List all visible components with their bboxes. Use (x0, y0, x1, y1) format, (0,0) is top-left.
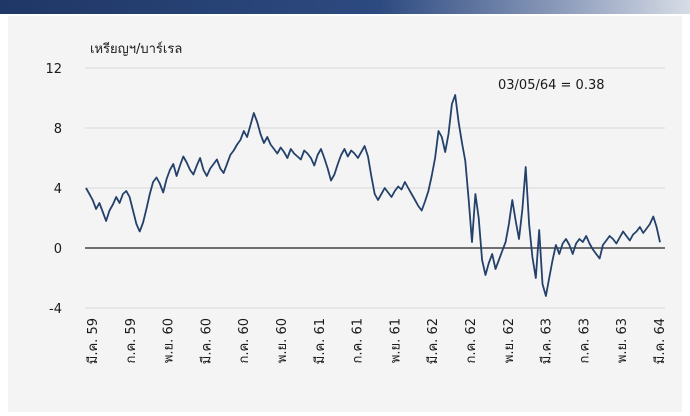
x-tick-label: มี.ค. 60 (198, 318, 214, 364)
x-tick-label: มี.ค. 64 (652, 318, 668, 364)
series-line (85, 94, 661, 297)
header-band (0, 0, 690, 14)
x-tick-label: ก.ค. 59 (124, 318, 139, 364)
x-tick-label: พ.ย. 60 (275, 318, 290, 363)
latest-value-annotation: 03/05/64 = 0.38 (498, 78, 605, 93)
x-tick-label: พ.ย. 61 (388, 318, 403, 363)
x-tick-label: ก.ค. 63 (577, 318, 592, 364)
y-tick-label: 4 (54, 182, 62, 197)
gridlines (85, 67, 665, 309)
chart-panel (8, 16, 682, 412)
y-tick-label: -4 (49, 302, 62, 317)
x-tick-label: มี.ค. 62 (425, 318, 441, 364)
y-tick-label: 12 (45, 62, 62, 77)
x-tick-label: พ.ย. 62 (502, 318, 517, 363)
x-tick-label: ก.ค. 62 (464, 318, 479, 364)
x-axis: มี.ค. 59 ก.ค. 59 พ.ย. 60 มี.ค. 60 ก.ค. 60 พ.ย… (85, 318, 668, 364)
x-tick-label: ก.ค. 60 (237, 318, 252, 364)
x-tick-label: พ.ย. 60 (162, 318, 177, 363)
y-tick-label: 0 (54, 242, 62, 257)
x-tick-label: พ.ย. 63 (615, 318, 630, 363)
y-tick-label: 8 (54, 122, 62, 137)
y-axis-label: เหรียญฯ/บาร์เรล (90, 41, 182, 57)
x-tick-label: มี.ค. 63 (539, 318, 555, 364)
x-tick-label: มี.ค. 59 (85, 318, 101, 364)
y-axis: 12 8 4 0 -4 (45, 62, 62, 317)
x-tick-label: ก.ค. 61 (351, 318, 366, 364)
x-tick-label: มี.ค. 61 (312, 318, 328, 364)
